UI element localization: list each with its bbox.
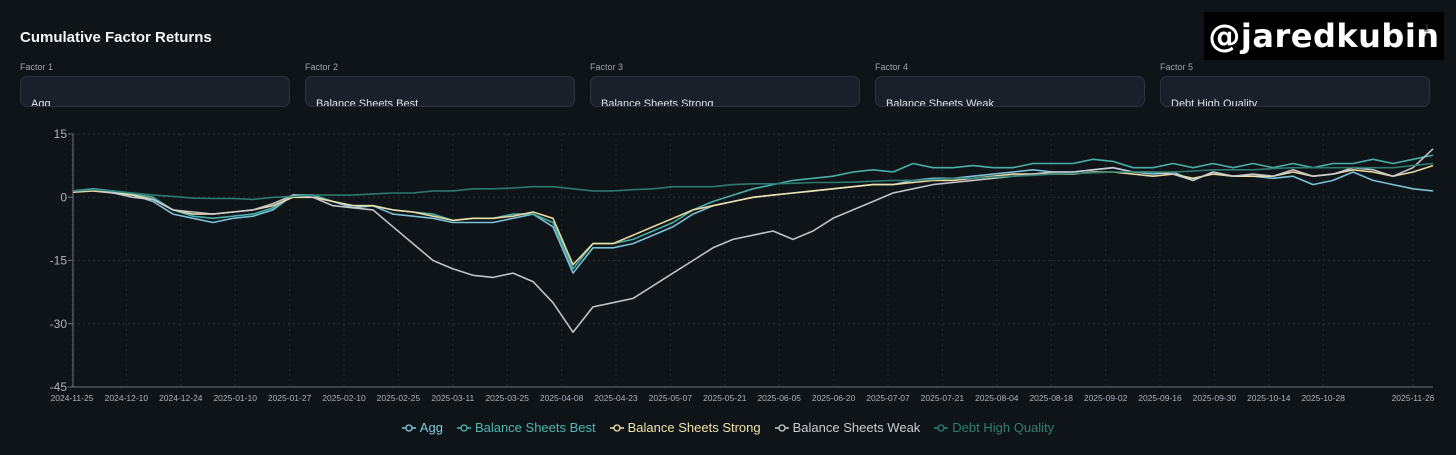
x-tick-label: 2024-12-10	[105, 393, 149, 403]
legend-swatch-icon	[401, 423, 416, 432]
factor-3-field[interactable]: Balance Sheets Strong	[590, 76, 860, 107]
factor-1-field[interactable]: Agg	[20, 76, 290, 107]
factor-4-select[interactable]: Factor 4 Balance Sheets Weak	[875, 62, 1145, 107]
chart-title: Cumulative Factor Returns	[20, 29, 212, 46]
x-tick-label: 2024-12-24	[159, 393, 203, 403]
legend-label: Balance Sheets Strong	[627, 420, 761, 435]
legend-item[interactable]: Balance Sheets Best	[456, 420, 596, 435]
x-tick-label: 2025-06-20	[812, 393, 856, 403]
y-tick-label: -30	[50, 317, 68, 331]
series-line-balance-sheets-strong	[72, 164, 1434, 266]
y-tick-label: 15	[54, 127, 68, 141]
factor-5-field[interactable]: Debt High Quality	[1160, 76, 1430, 107]
chart-legend: Agg Balance Sheets Best Balance Sheets Str…	[0, 420, 1456, 435]
x-tick-label: 2025-10-28	[1301, 393, 1345, 403]
factor-5-select[interactable]: Factor 5 Debt High Quality	[1160, 62, 1430, 107]
x-tick-label: 2025-09-02	[1084, 393, 1128, 403]
x-tick-label: 2025-09-16	[1138, 393, 1182, 403]
factor-3-label: Factor 3	[590, 62, 624, 72]
series-line-balance-sheets-best	[72, 154, 1434, 270]
legend-label: Debt High Quality	[952, 420, 1055, 435]
factor-1-value: Agg	[31, 98, 51, 107]
legend-item[interactable]: Debt High Quality	[934, 420, 1054, 435]
x-tick-label: 2025-04-08	[540, 393, 584, 403]
factor-4-value: Balance Sheets Weak	[886, 98, 995, 107]
y-tick-label: -15	[50, 254, 68, 268]
factor-3-select[interactable]: Factor 3 Balance Sheets Strong	[590, 62, 860, 107]
factor-2-value: Balance Sheets Best	[316, 98, 419, 107]
legend-label: Balance Sheets Weak	[792, 420, 921, 435]
factor-2-select[interactable]: Factor 2 Balance Sheets Best	[305, 62, 575, 107]
legend-swatch-icon	[934, 423, 949, 432]
x-tick-label: 2025-03-11	[431, 393, 474, 403]
y-tick-label: -45	[50, 380, 68, 394]
x-tick-label: 2025-05-21	[703, 393, 747, 403]
legend-swatch-icon	[609, 423, 624, 432]
factor-2-field[interactable]: Balance Sheets Best	[305, 76, 575, 107]
x-tick-label: 2025-11-26	[1392, 393, 1435, 403]
legend-item[interactable]: Balance Sheets Weak	[774, 420, 921, 435]
factor-4-field[interactable]: Balance Sheets Weak	[875, 76, 1145, 107]
x-tick-label: 2024-11-25	[51, 393, 94, 403]
x-tick-label: 2025-09-30	[1193, 393, 1237, 403]
legend-swatch-icon	[774, 423, 789, 432]
factor-4-label: Factor 4	[875, 62, 909, 72]
x-tick-label: 2025-04-23	[594, 393, 638, 403]
x-tick-label: 2025-08-04	[975, 393, 1019, 403]
x-tick-label: 2025-01-27	[268, 393, 312, 403]
legend-item[interactable]: Agg	[401, 420, 443, 435]
series-line-debt-high-quality	[72, 162, 1434, 201]
x-tick-label: 2025-01-10	[213, 393, 257, 403]
x-tick-label: 2025-10-14	[1247, 393, 1291, 403]
x-tick-label: 2025-05-07	[649, 393, 693, 403]
factor-5-value: Debt High Quality	[1171, 98, 1258, 107]
watermark: @jaredkubin	[1204, 12, 1444, 60]
x-tick-label: 2025-07-21	[921, 393, 965, 403]
x-tick-label: 2025-06-05	[757, 393, 801, 403]
legend-label: Agg	[419, 420, 443, 435]
legend-item[interactable]: Balance Sheets Strong	[609, 420, 761, 435]
x-tick-label: 2025-03-25	[485, 393, 529, 403]
legend-label: Balance Sheets Best	[474, 420, 596, 435]
x-tick-label: 2025-08-18	[1029, 393, 1073, 403]
factor-5-label: Factor 5	[1160, 62, 1194, 72]
y-tick-label: 0	[60, 190, 67, 204]
x-tick-label: 2025-02-10	[322, 393, 366, 403]
download-icon[interactable]: ⤓	[1424, 21, 1430, 36]
factor-3-value: Balance Sheets Strong	[601, 98, 714, 107]
factor-1-label: Factor 1	[20, 62, 54, 72]
factor-2-label: Factor 2	[305, 62, 339, 72]
x-tick-label: 2025-07-07	[866, 393, 910, 403]
legend-swatch-icon	[456, 423, 471, 432]
factor-1-select[interactable]: Factor 1 Agg	[20, 62, 290, 107]
x-tick-label: 2025-02-25	[377, 393, 421, 403]
